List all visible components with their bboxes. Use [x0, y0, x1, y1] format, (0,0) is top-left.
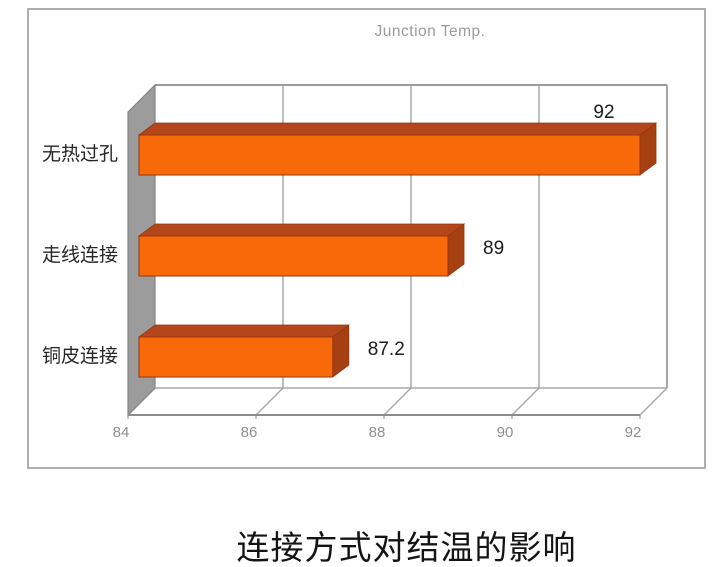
floor-depth-line — [639, 387, 668, 416]
bar-top-face — [137, 223, 466, 237]
category-label: 无热过孔 — [42, 143, 118, 165]
figure-caption: 连接方式对结温的影响 — [236, 531, 577, 567]
bar-top-face — [137, 324, 350, 338]
bar-front-face — [138, 235, 449, 277]
bar-value-label: 87.2 — [368, 339, 405, 360]
floor-depth-line — [255, 387, 284, 416]
bar-front-face — [138, 336, 334, 378]
x-tick-label: 92 — [625, 424, 642, 441]
bar-value-label: 92 — [593, 102, 614, 123]
x-tick-label: 90 — [497, 424, 514, 441]
floor-depth-line — [511, 387, 540, 416]
bar-chart-plot: 92 无热过孔 89 走线连接 87.2 铜皮连接 84 86 88 90 92 — [42, 83, 668, 441]
x-tick-label: 88 — [369, 424, 386, 441]
bar-front-face — [138, 134, 641, 176]
chart-title: Junction Temp. — [374, 23, 486, 40]
floor-depth-line — [383, 387, 412, 416]
category-label: 走线连接 — [42, 244, 118, 266]
bar-value-label: 89 — [483, 238, 504, 259]
bar-top-face — [137, 122, 658, 136]
x-tick-label: 84 — [113, 424, 130, 441]
category-label: 铜皮连接 — [42, 345, 118, 367]
x-tick-label: 86 — [241, 424, 258, 441]
